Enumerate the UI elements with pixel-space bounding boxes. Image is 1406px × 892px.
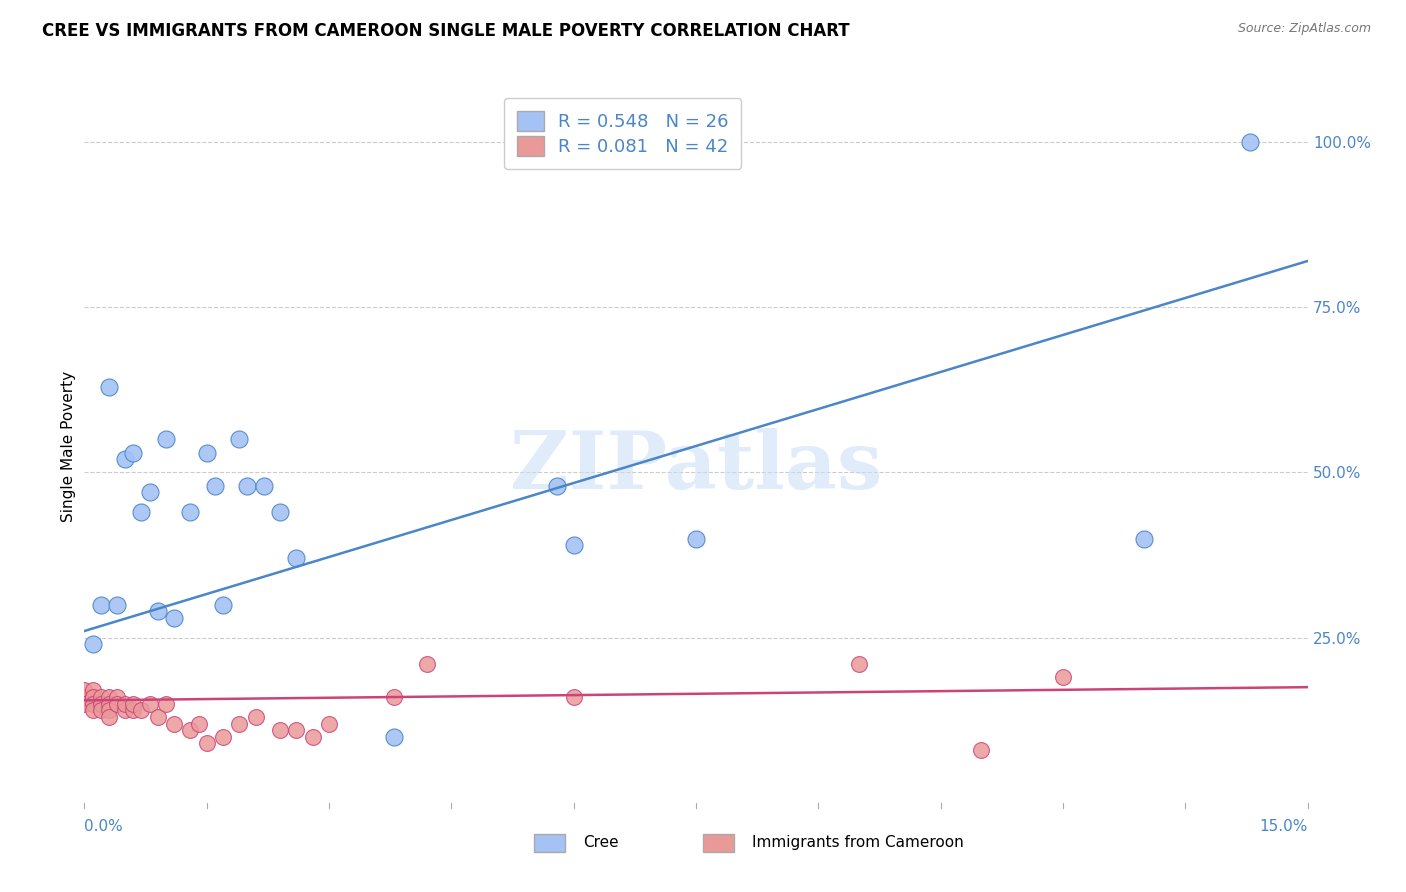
Point: [105, 598, 128, 612]
Point: [82, 637, 104, 651]
Point: [105, 690, 128, 704]
Point: [285, 723, 308, 738]
Point: [546, 478, 568, 492]
Point: [562, 538, 585, 552]
Point: [122, 445, 145, 459]
Point: [114, 697, 136, 711]
Point: [269, 723, 291, 738]
Point: [253, 478, 276, 492]
Point: [163, 611, 186, 625]
Point: [228, 716, 250, 731]
Point: [562, 690, 585, 704]
Text: 15.0%: 15.0%: [1260, 820, 1308, 834]
Point: [195, 736, 218, 750]
Point: [73, 690, 96, 704]
Point: [90, 697, 112, 711]
Point: [82, 683, 104, 698]
Point: [97, 379, 120, 393]
Point: [228, 433, 250, 447]
Point: [131, 505, 153, 519]
Point: [82, 690, 104, 704]
Point: [97, 690, 120, 704]
Point: [204, 478, 226, 492]
Text: CREE VS IMMIGRANTS FROM CAMEROON SINGLE MALE POVERTY CORRELATION CHART: CREE VS IMMIGRANTS FROM CAMEROON SINGLE …: [42, 22, 849, 40]
Point: [90, 690, 112, 704]
Point: [285, 551, 308, 566]
Point: [195, 445, 218, 459]
Point: [82, 703, 104, 717]
Text: Cree: Cree: [583, 836, 619, 850]
Legend: R = 0.548   N = 26, R = 0.081   N = 42: R = 0.548 N = 26, R = 0.081 N = 42: [503, 98, 741, 169]
Point: [236, 478, 259, 492]
Point: [163, 716, 186, 731]
Point: [155, 697, 177, 711]
Point: [179, 505, 201, 519]
Point: [122, 703, 145, 717]
Point: [138, 485, 160, 500]
Point: [82, 697, 104, 711]
Point: [114, 703, 136, 717]
Point: [212, 730, 235, 744]
Point: [97, 710, 120, 724]
Point: [382, 730, 405, 744]
Point: [416, 657, 439, 671]
Point: [301, 730, 323, 744]
Point: [105, 697, 128, 711]
Point: [97, 697, 120, 711]
Text: ZIPatlas: ZIPatlas: [510, 428, 882, 507]
Text: Immigrants from Cameroon: Immigrants from Cameroon: [752, 836, 965, 850]
Point: [187, 716, 209, 731]
Point: [90, 598, 112, 612]
Point: [970, 743, 993, 757]
Point: [73, 683, 96, 698]
Point: [155, 433, 177, 447]
Point: [114, 452, 136, 467]
Point: [146, 710, 169, 724]
Point: [1133, 532, 1156, 546]
Point: [131, 703, 153, 717]
Point: [382, 690, 405, 704]
Y-axis label: Single Male Poverty: Single Male Poverty: [60, 370, 76, 522]
Point: [97, 703, 120, 717]
Point: [146, 604, 169, 618]
Point: [82, 690, 104, 704]
Point: [1239, 135, 1261, 149]
Point: [318, 716, 340, 731]
Point: [122, 697, 145, 711]
Point: [212, 598, 235, 612]
Point: [1052, 670, 1074, 684]
Point: [90, 703, 112, 717]
Point: [138, 697, 160, 711]
Point: [269, 505, 291, 519]
Text: 0.0%: 0.0%: [84, 820, 124, 834]
Point: [179, 723, 201, 738]
Text: Source: ZipAtlas.com: Source: ZipAtlas.com: [1237, 22, 1371, 36]
Point: [245, 710, 267, 724]
Point: [848, 657, 870, 671]
Point: [73, 697, 96, 711]
Point: [685, 532, 707, 546]
